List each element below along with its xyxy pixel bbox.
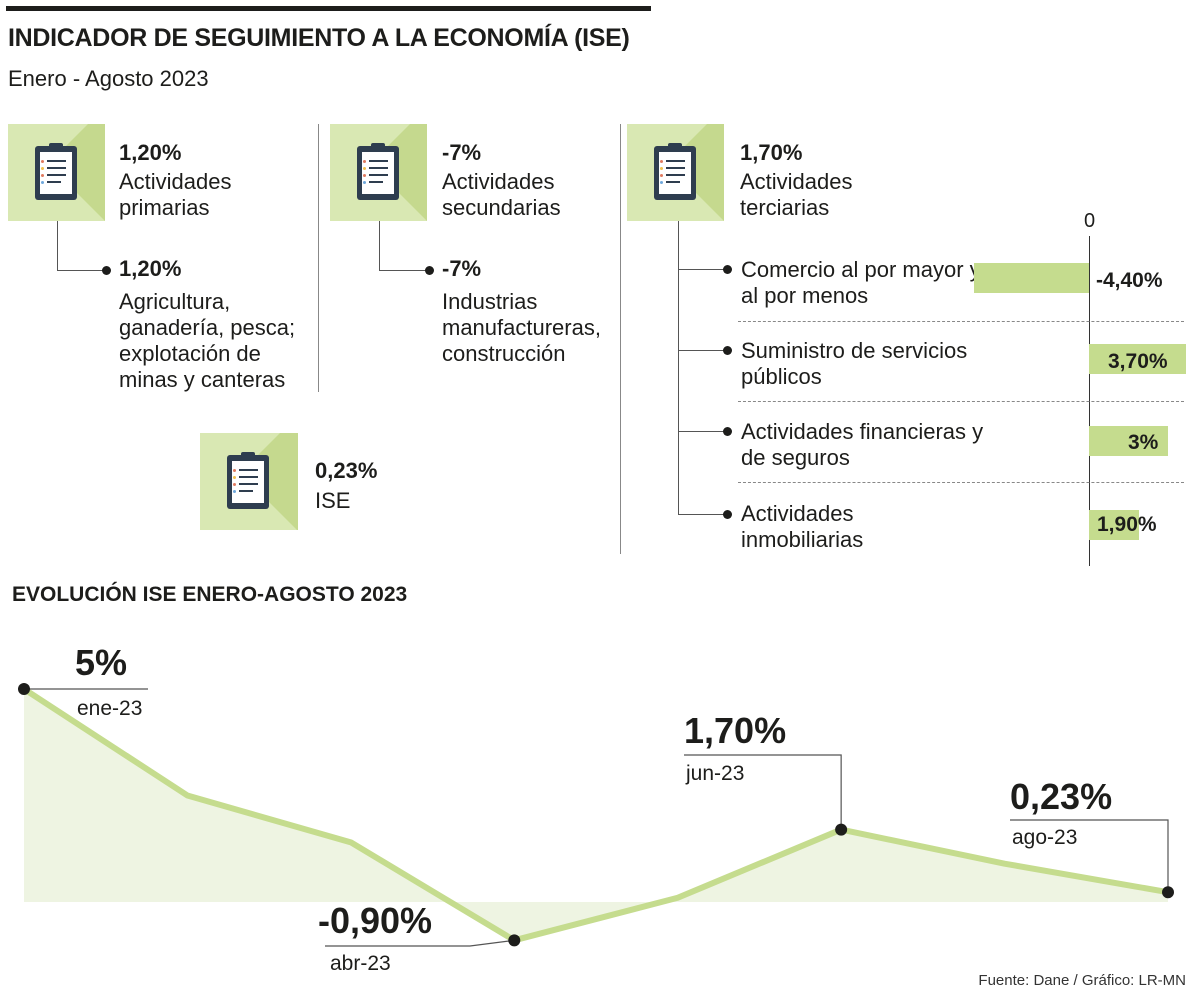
top-rule xyxy=(6,6,651,11)
point-category-label: jun-23 xyxy=(686,762,745,785)
tree-connector xyxy=(678,221,679,515)
connector xyxy=(678,514,726,515)
evolution-chart xyxy=(18,683,1174,947)
point-category-label: ago-23 xyxy=(1012,826,1078,849)
tertiary-bar-value: -4,40% xyxy=(1096,269,1163,292)
connector xyxy=(57,221,58,271)
data-point xyxy=(18,683,30,695)
tertiary-item-label: Actividades inmobiliarias xyxy=(741,501,864,552)
connector xyxy=(379,221,380,271)
tertiary-bar xyxy=(1089,344,1186,374)
zero-axis-label: 0 xyxy=(1084,210,1096,232)
connector xyxy=(678,269,726,270)
secundarias-sub-label: Industrias manufactureras, construcción xyxy=(442,289,601,366)
terciarias-label: Actividades terciarias xyxy=(740,169,853,220)
card-primarias xyxy=(8,124,105,221)
tertiary-bar-value: 1,90% xyxy=(1097,513,1157,536)
data-point xyxy=(508,934,521,947)
ise-value: 0,23% xyxy=(315,458,378,483)
tertiary-item-label: Suministro de servicios públicos xyxy=(741,338,968,389)
secundarias-label: Actividades secundarias xyxy=(442,169,561,220)
tertiary-bar xyxy=(1089,510,1139,540)
tertiary-bar xyxy=(1089,426,1168,456)
bullet-icon xyxy=(723,427,732,436)
card-terciarias xyxy=(627,124,724,221)
row-divider xyxy=(738,321,1184,322)
primarias-sub-label: Agricultura, ganadería, pesca; explotaci… xyxy=(119,289,296,392)
bullet-icon xyxy=(425,266,434,275)
connector xyxy=(678,431,726,432)
page-title: INDICADOR DE SEGUIMIENTO A LA ECONOMÍA (… xyxy=(8,24,630,52)
tertiary-bar-value: 3,70% xyxy=(1108,350,1168,373)
area-fill xyxy=(24,689,1168,941)
bullet-icon xyxy=(723,265,732,274)
column-divider xyxy=(318,124,319,392)
tertiary-item-label: Actividades financieras y de seguros xyxy=(741,419,984,470)
primarias-sub-value: 1,20% xyxy=(119,256,182,281)
clipboard-icon xyxy=(227,452,269,509)
bullet-icon xyxy=(102,266,111,275)
point-value-label: 5% xyxy=(75,642,128,683)
secundarias-sub-value: -7% xyxy=(442,256,482,281)
bullet-icon xyxy=(723,510,732,519)
point-value-label: -0,90% xyxy=(318,900,433,941)
tertiary-item-label: Comercio al por mayor y al por menos xyxy=(741,257,981,308)
bullet-icon xyxy=(723,346,732,355)
primarias-value: 1,20% xyxy=(119,140,182,165)
primarias-label: Actividades primarias xyxy=(119,169,232,220)
clipboard-icon xyxy=(35,143,77,200)
data-point xyxy=(1162,886,1174,899)
point-category-label: abr-23 xyxy=(330,952,391,975)
tertiary-bar xyxy=(973,263,1089,293)
tertiary-bar-value: 3% xyxy=(1128,431,1159,454)
evolution-title: EVOLUCIÓN ISE ENERO-AGOSTO 2023 xyxy=(12,583,408,606)
clipboard-icon xyxy=(357,143,399,200)
secundarias-value: -7% xyxy=(442,140,482,165)
row-divider xyxy=(738,482,1184,483)
point-value-label: 0,23% xyxy=(1010,776,1113,817)
leader-line xyxy=(325,939,515,947)
connector xyxy=(379,270,427,271)
series-line xyxy=(21,686,1171,944)
connector xyxy=(57,270,105,271)
card-ise xyxy=(200,433,298,530)
terciarias-value: 1,70% xyxy=(740,140,803,165)
row-divider xyxy=(738,401,1184,402)
point-value-label: 1,70% xyxy=(684,710,787,751)
page-subtitle: Enero - Agosto 2023 xyxy=(8,66,209,91)
source-credit: Fuente: Dane / Gráfico: LR-MN xyxy=(978,972,1186,989)
card-secundarias xyxy=(330,124,427,221)
leader-line xyxy=(1010,819,1169,893)
point-category-label: ene-23 xyxy=(77,697,143,720)
connector xyxy=(678,350,726,351)
leader-line xyxy=(684,754,842,830)
clipboard-icon xyxy=(654,143,696,200)
ise-label: ISE xyxy=(315,488,351,513)
data-point xyxy=(835,823,848,836)
column-divider xyxy=(620,124,621,554)
